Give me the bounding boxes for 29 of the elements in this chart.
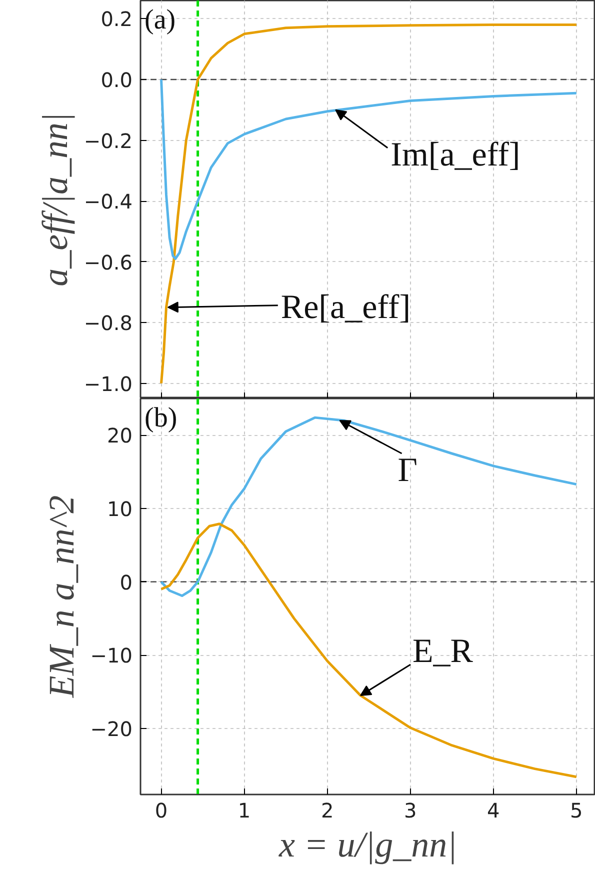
y-tick-label: 10 [107,497,133,521]
y-tick-label: 0.2 [100,7,133,32]
x-tick-label: 2 [320,798,334,822]
y-tick-label: −20 [90,717,133,741]
x-axis-title: x = u/|g_nn| [278,824,458,864]
annotation: Γ [398,452,418,489]
line-series [160,522,578,778]
y-tick-label: 20 [107,424,133,448]
y-tick-label: −0.6 [84,250,133,274]
y-tick-label: −0.8 [84,311,133,336]
annotation: Im[a_eff] [390,136,520,174]
y-tick-label: −1.0 [84,372,133,396]
y-tick-label: 0.0 [100,68,133,92]
y-axis-title: a_eff/|a_nn| [34,112,75,286]
x-tick-label: 1 [238,798,251,822]
line-series [160,78,578,260]
annotation: (a) [144,4,176,36]
y-tick-label: −0.2 [84,128,133,153]
x-tick-label: 3 [404,798,417,822]
x-tick-label: 0 [154,798,168,822]
x-tick-label: 4 [487,798,500,822]
y-tick-label: 0 [120,570,133,594]
y-tick-label: −10 [90,644,133,668]
y-axis-title: EM_n a_nn^2 [41,495,82,699]
annotation: (b) [144,402,178,434]
annotation: Re[a_eff] [280,288,411,326]
annotation: E_R [412,633,474,670]
x-tick-label: 5 [570,798,583,822]
y-tick-label: −0.4 [84,190,133,214]
